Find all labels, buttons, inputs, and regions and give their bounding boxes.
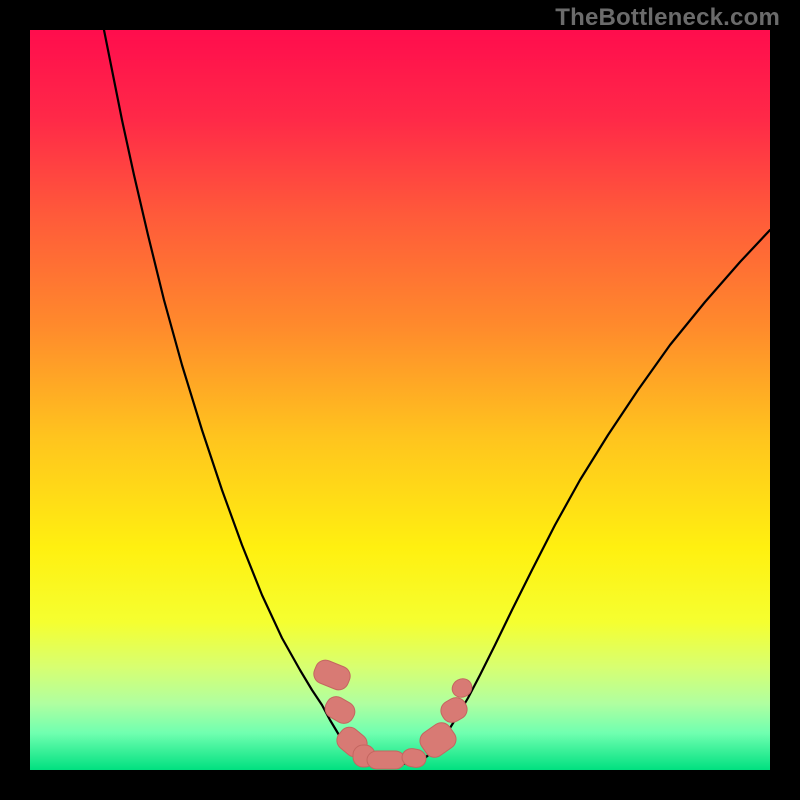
plot-area bbox=[30, 30, 770, 770]
gradient-background bbox=[30, 30, 770, 770]
chart-svg bbox=[30, 30, 770, 770]
watermark-text: TheBottleneck.com bbox=[555, 4, 780, 32]
marker-capsule bbox=[367, 751, 405, 769]
chart-frame: TheBottleneck.com bbox=[0, 0, 800, 800]
